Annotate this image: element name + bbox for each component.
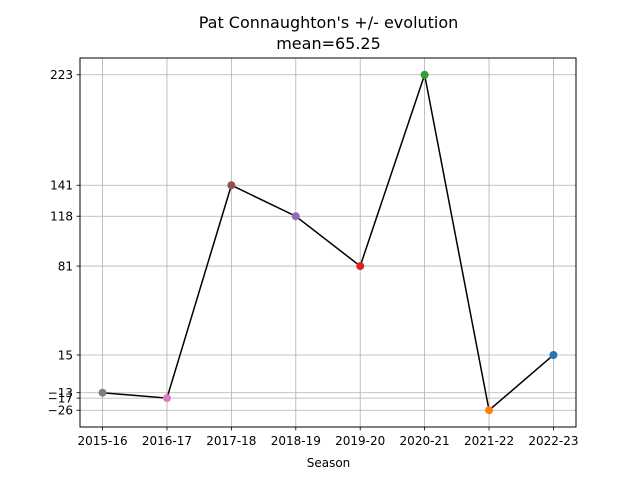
y-tick-label: 141 bbox=[50, 179, 73, 193]
y-tick-label: −13 bbox=[48, 386, 73, 400]
data-points bbox=[98, 70, 558, 415]
series-line bbox=[102, 71, 554, 412]
x-tick-label: 2021-22 bbox=[464, 434, 514, 448]
grid bbox=[80, 58, 576, 427]
x-tick-label: 2020-21 bbox=[400, 434, 450, 448]
y-tick-label: 81 bbox=[58, 259, 73, 273]
data-point bbox=[356, 262, 365, 271]
data-point bbox=[162, 394, 171, 403]
data-point bbox=[291, 212, 300, 221]
data-point bbox=[420, 70, 429, 79]
x-axis-label: Season bbox=[307, 456, 351, 470]
data-point bbox=[98, 388, 107, 397]
x-tick-label: 2018-19 bbox=[271, 434, 321, 448]
x-tick-label: 2015-16 bbox=[77, 434, 127, 448]
data-point bbox=[227, 181, 236, 190]
chart-title: Pat Connaughton's +/- evolution bbox=[199, 13, 459, 32]
x-tick-label: 2019-20 bbox=[335, 434, 385, 448]
chart-subtitle: mean=65.25 bbox=[276, 34, 381, 53]
y-tick-label: 15 bbox=[58, 348, 73, 362]
y-tick-label: 118 bbox=[50, 210, 73, 224]
data-point bbox=[485, 406, 494, 415]
x-tick-label: 2017-18 bbox=[206, 434, 256, 448]
series-line-path bbox=[102, 71, 554, 412]
y-tick-label: −26 bbox=[48, 404, 73, 418]
plot-frame bbox=[79, 57, 577, 428]
y-tick-label: 223 bbox=[50, 68, 73, 82]
y-tick-label: −17 bbox=[48, 391, 73, 405]
x-axis: 2015-16 2016-17 2017-18 2018-19 2019-20 2020-… bbox=[77, 427, 579, 448]
data-point bbox=[549, 350, 558, 359]
y-axis: −26−17−13 15 81 118 141 223 bbox=[48, 68, 80, 418]
x-tick-label: 2016-17 bbox=[142, 434, 192, 448]
x-tick-label: 2022-23 bbox=[528, 434, 578, 448]
